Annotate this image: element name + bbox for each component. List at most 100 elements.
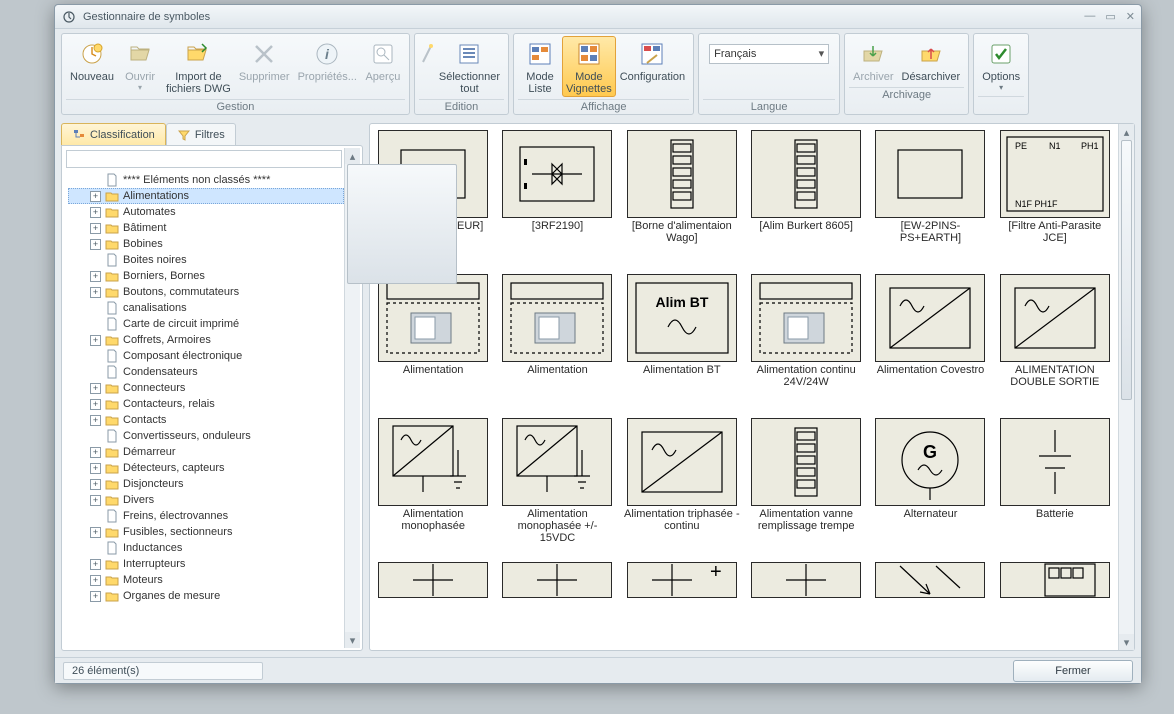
thumbnail-item[interactable] [871,562,989,650]
thumbnail-item[interactable]: [3RF2190] [498,130,616,270]
tree-item[interactable]: +Disjoncteurs [68,476,344,492]
apercu-button[interactable]: Aperçu [361,36,405,85]
thumbnail-item[interactable] [747,562,865,650]
tree-item[interactable]: +Bâtiment [68,220,344,236]
tree-item[interactable]: Composant électronique [68,348,344,364]
scroll-down-icon[interactable]: ▾ [345,632,360,648]
thumbnail-item[interactable]: Alimentation vanne remplissage trempe [747,418,865,558]
tree-item[interactable]: +Contacteurs, relais [68,396,344,412]
tab-classification[interactable]: Classification [61,123,166,145]
classification-tree[interactable]: **** Eléments non classés ****+Alimentat… [64,172,344,648]
tree-item[interactable]: +Divers [68,492,344,508]
tree-item[interactable]: +Borniers, Bornes [68,268,344,284]
tree-item[interactable]: +Moteurs [68,572,344,588]
expand-icon[interactable]: + [90,591,101,602]
tree-item[interactable]: Condensateurs [68,364,344,380]
proprietes-button[interactable]: i Propriétés... [294,36,361,85]
thumbnail-item[interactable]: Batterie [996,418,1114,558]
language-select[interactable]: Français [709,44,829,64]
expand-icon[interactable]: + [90,335,101,346]
edition-small-button[interactable] [419,36,435,73]
tree-item[interactable]: +Organes de mesure [68,588,344,604]
thumbnail-grid[interactable]: [DEPART MOTEUR][3RF2190][Borne d'aliment… [370,124,1118,650]
import-dwg-button[interactable]: Import de fichiers DWG [162,36,235,97]
thumbnail-item[interactable]: [EW-2PINS-PS+EARTH] [871,130,989,270]
tree-item[interactable]: Carte de circuit imprimé [68,316,344,332]
expand-icon[interactable]: + [90,495,101,506]
tree-item[interactable]: +Détecteurs, capteurs [68,460,344,476]
select-all-button[interactable]: Sélectionner tout [435,36,504,97]
tree-path-input[interactable] [66,150,342,168]
tree-item[interactable]: +Connecteurs [68,380,344,396]
options-button[interactable]: Options ▾ [978,36,1024,94]
thumbnail-item[interactable]: PEN1PH1N1F PH1F[Filtre Anti-Parasite JCE… [996,130,1114,270]
thumbnail-item[interactable]: [Alim Burkert 8605] [747,130,865,270]
scroll-up-icon[interactable]: ▴ [345,148,360,164]
tab-filtres[interactable]: Filtres [166,123,236,145]
tree-item[interactable]: +Interrupteurs [68,556,344,572]
tree-item[interactable]: +Démarreur [68,444,344,460]
expand-icon[interactable]: + [90,415,101,426]
tree-item[interactable]: canalisations [68,300,344,316]
tree-item[interactable]: +Bobines [68,236,344,252]
thumbnail-item[interactable]: Alimentation monophasée +/- 15VDC [498,418,616,558]
thumbnail-item[interactable]: Alim BTAlimentation BT [623,274,741,414]
grid-scrollbar[interactable]: ▴ ▾ [1118,124,1134,650]
expand-icon[interactable]: + [90,271,101,282]
tree-item[interactable]: +Automates [68,204,344,220]
tree-item[interactable]: Boites noires [68,252,344,268]
thumbnail-item[interactable] [498,562,616,650]
tree-item[interactable]: **** Eléments non classés **** [68,172,344,188]
expand-icon[interactable]: + [90,463,101,474]
tree-item[interactable]: Freins, électrovannes [68,508,344,524]
tree-item[interactable]: +Coffrets, Armoires [68,332,344,348]
close-window-button[interactable]: ✕ [1126,10,1135,23]
tree-item[interactable]: +Contacts [68,412,344,428]
tree-item[interactable]: Convertisseurs, onduleurs [68,428,344,444]
thumbnail-item[interactable]: Alimentation Covestro [871,274,989,414]
maximize-button[interactable]: ▭ [1105,10,1115,23]
expand-icon[interactable]: + [90,287,101,298]
mode-vignettes-button[interactable]: Mode Vignettes [562,36,616,97]
thumbnail-item[interactable] [996,562,1114,650]
expand-icon[interactable]: + [90,527,101,538]
scroll-thumb[interactable] [1121,140,1132,400]
minimize-button[interactable]: — [1084,10,1095,23]
thumbnail-item[interactable]: GAlternateur [871,418,989,558]
expand-icon[interactable]: + [90,239,101,250]
expand-icon[interactable]: + [90,383,101,394]
supprimer-button[interactable]: Supprimer [235,36,294,85]
thumbnail-item[interactable]: Alimentation [498,274,616,414]
expand-icon[interactable]: + [90,207,101,218]
expand-icon[interactable]: + [90,223,101,234]
thumbnail-item[interactable]: ALIMENTATION DOUBLE SORTIE [996,274,1114,414]
tree-item[interactable]: Inductances [68,540,344,556]
expand-icon[interactable]: + [90,399,101,410]
thumbnail-item[interactable]: Alimentation triphasée - continu [623,418,741,558]
thumbnail-item[interactable]: Alimentation continu 24V/24W [747,274,865,414]
configuration-button[interactable]: Configuration [616,36,689,85]
scroll-thumb[interactable] [347,164,457,284]
ouvrir-button[interactable]: Ouvrir ▾ [118,36,162,94]
tree-item[interactable]: +Alimentations [68,188,344,204]
thumbnail-item[interactable]: Alimentation [374,274,492,414]
scroll-up-icon[interactable]: ▴ [1119,124,1134,140]
close-button[interactable]: Fermer [1013,660,1133,682]
expand-icon[interactable]: + [90,447,101,458]
nouveau-button[interactable]: Nouveau [66,36,118,85]
expand-icon[interactable]: + [90,559,101,570]
expand-icon[interactable]: + [90,575,101,586]
archiver-button[interactable]: Archiver [849,36,897,85]
thumbnail-item[interactable]: + [623,562,741,650]
tree-item[interactable]: +Boutons, commutateurs [68,284,344,300]
tree-scrollbar[interactable]: ▴ ▾ [344,148,360,648]
thumbnail-item[interactable] [374,562,492,650]
expand-icon[interactable]: + [90,479,101,490]
thumbnail-item[interactable]: Alimentation monophasée [374,418,492,558]
tree-item[interactable]: +Fusibles, sectionneurs [68,524,344,540]
thumbnail-item[interactable]: [Borne d'alimentaion Wago] [623,130,741,270]
scroll-down-icon[interactable]: ▾ [1119,634,1134,650]
expand-icon[interactable]: + [90,191,101,202]
mode-liste-button[interactable]: Mode Liste [518,36,562,97]
desarchiver-button[interactable]: Désarchiver [898,36,965,85]
